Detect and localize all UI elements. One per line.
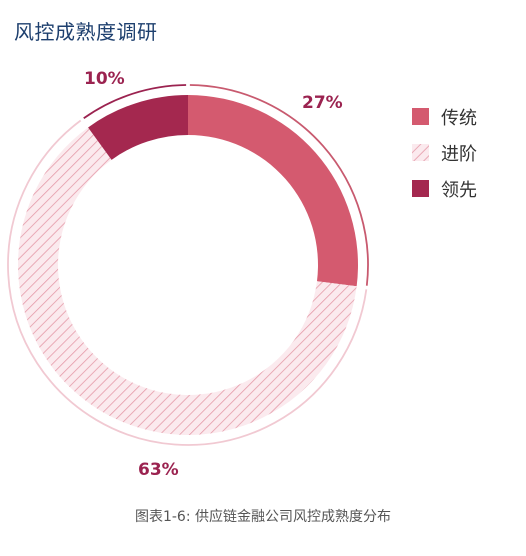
chart-title: 风控成熟度调研 (14, 20, 158, 44)
legend-label-traditional: 传统 (441, 108, 477, 129)
data-label-leading: 10% (84, 69, 125, 89)
data-label-traditional: 27% (302, 93, 343, 113)
outer-ring-traditional (189, 84, 369, 286)
legend-label-advanced: 进阶 (441, 144, 477, 165)
slice-leading (88, 95, 188, 160)
legend-swatch-advanced (412, 144, 429, 161)
legend-label-leading: 领先 (441, 180, 477, 201)
data-label-advanced: 63% (138, 460, 179, 480)
outer-ring-leading (83, 84, 187, 120)
slice-traditional (188, 95, 358, 287)
legend-swatch-traditional (412, 108, 429, 125)
legend: 传统 进阶 领先 (412, 108, 477, 201)
figure-caption: 图表1-6: 供应链金融公司风控成熟度分布 (134, 509, 392, 525)
outer-ring-advanced (7, 119, 368, 446)
legend-swatch-leading (412, 180, 429, 197)
